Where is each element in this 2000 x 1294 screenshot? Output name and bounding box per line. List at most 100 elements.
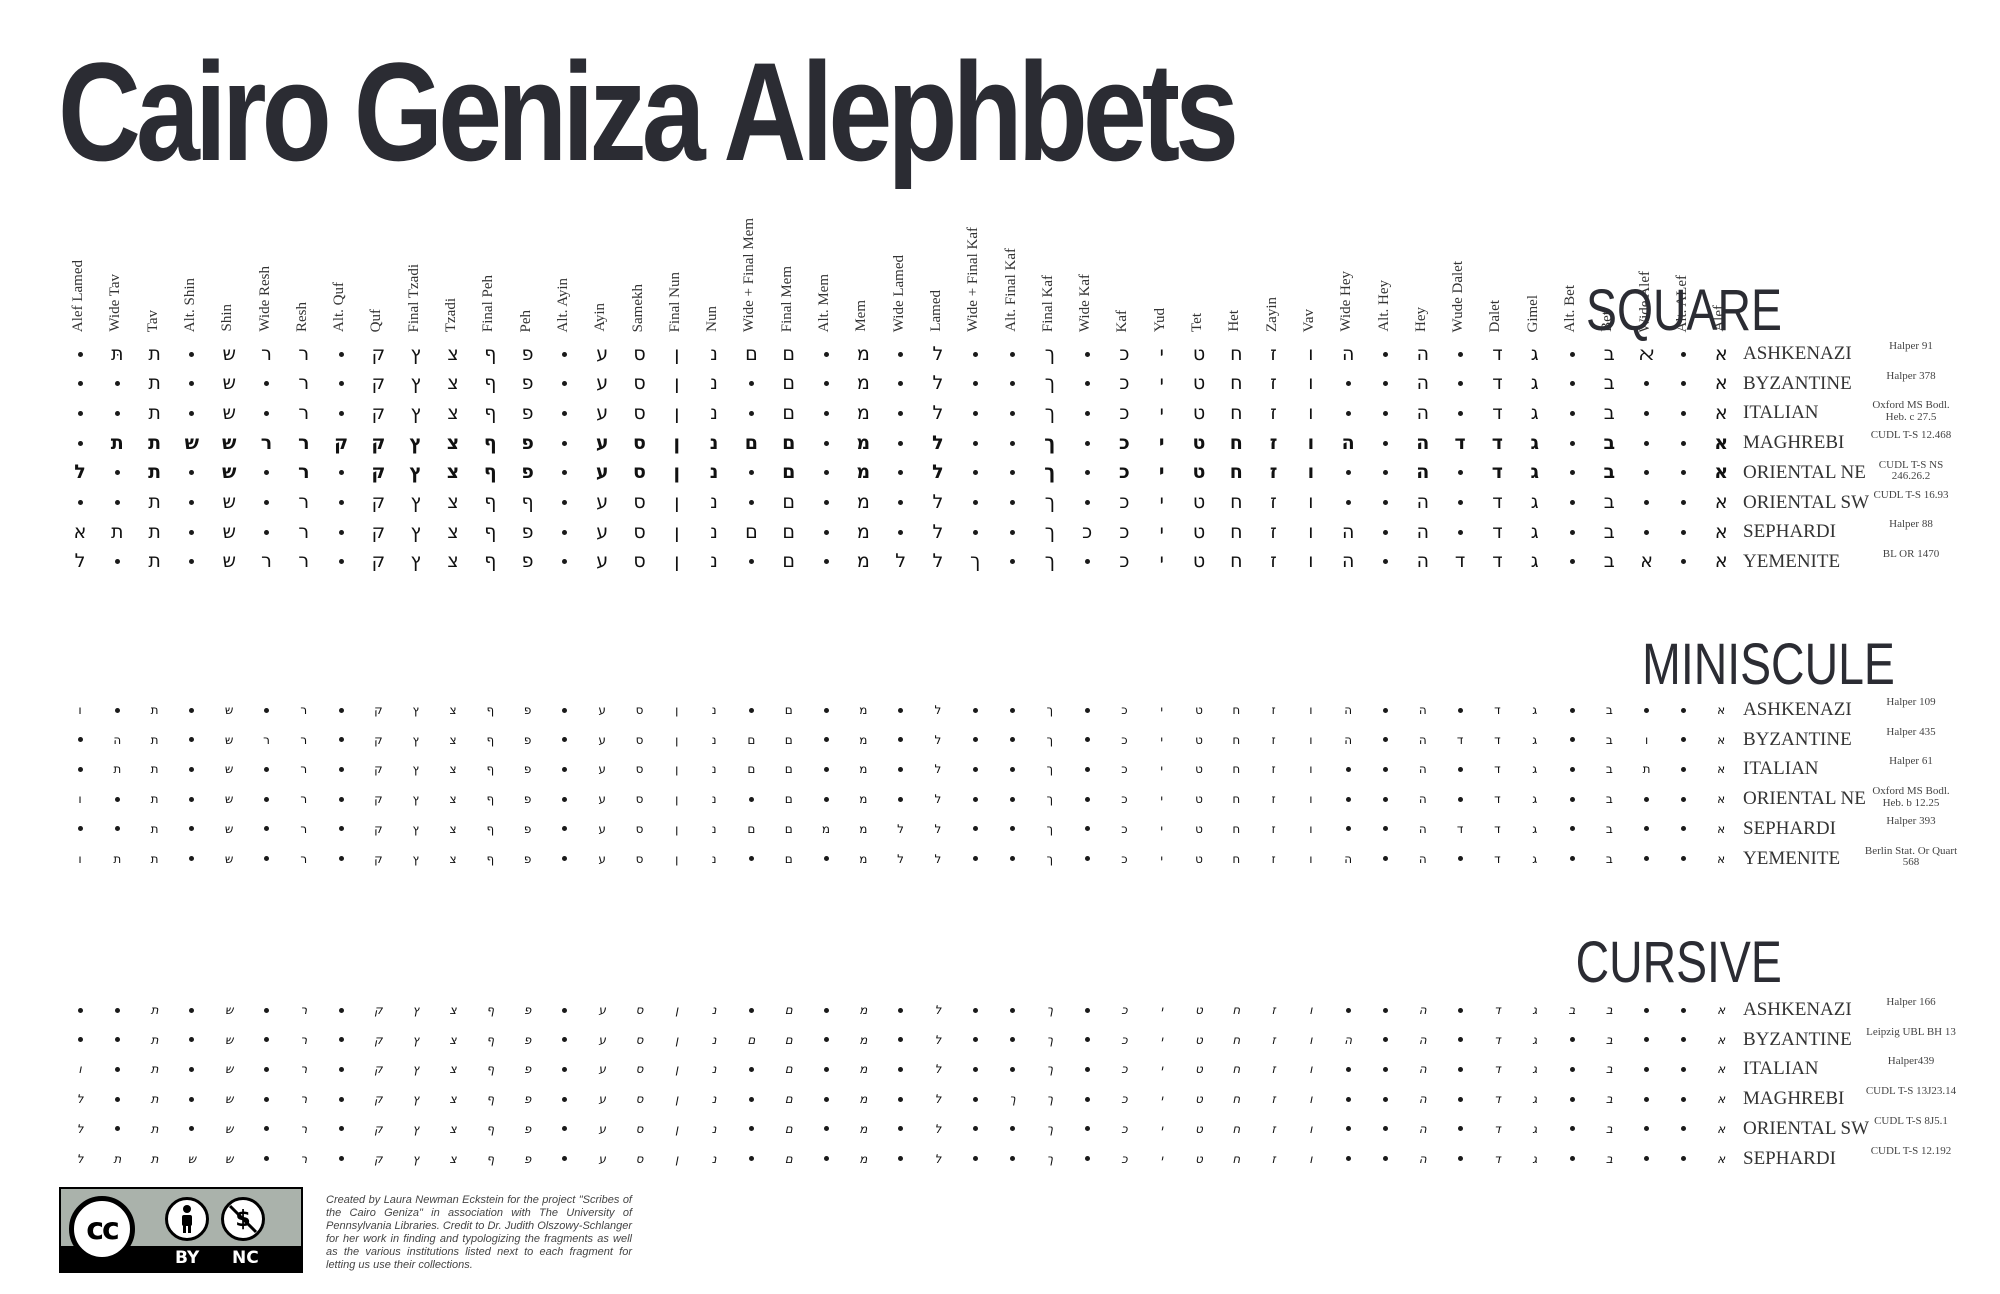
letter-glyph: ש bbox=[224, 1032, 234, 1047]
letter-glyph: ט bbox=[1192, 431, 1206, 454]
letter-glyph: מ bbox=[859, 821, 868, 836]
letter-glyph: ס bbox=[633, 401, 646, 424]
dot-marker bbox=[1010, 529, 1015, 535]
letter-glyph: ם bbox=[782, 372, 795, 395]
letter-glyph: ר bbox=[298, 372, 310, 395]
column-header: Final Peh bbox=[480, 274, 497, 332]
letter-glyph: נ bbox=[710, 491, 718, 513]
letter-glyph: פ bbox=[523, 821, 532, 836]
empty-cell-dot bbox=[1632, 460, 1662, 486]
letter-glyph: י bbox=[1159, 401, 1164, 424]
column-header: Wide Tav bbox=[107, 274, 124, 332]
dot-marker bbox=[114, 826, 120, 832]
letter-glyph: א bbox=[1714, 431, 1729, 454]
letter-glyph: ח bbox=[1232, 851, 1241, 866]
tradition-label: SEPHARDI bbox=[1743, 521, 1836, 543]
empty-cell-dot bbox=[252, 400, 282, 426]
letter-glyph: כ bbox=[1119, 491, 1130, 513]
empty-cell-dot bbox=[960, 519, 990, 545]
empty-cell-dot bbox=[736, 400, 766, 426]
letter-glyph: ת bbox=[150, 851, 159, 866]
letter-glyph: ע bbox=[598, 762, 606, 777]
empty-cell-dot bbox=[1557, 400, 1587, 426]
letter-glyph: ר bbox=[298, 342, 310, 365]
letter-glyph: ת bbox=[148, 520, 161, 543]
dot-marker bbox=[1681, 1066, 1687, 1072]
letter-glyph: ט bbox=[1192, 342, 1206, 365]
letter-glyph: ד bbox=[1494, 1092, 1501, 1107]
letter-glyph: ט bbox=[1195, 851, 1203, 866]
letter-glyph: ף bbox=[484, 372, 497, 395]
source-label: Berlin Stat. Or Quart 568 bbox=[1864, 844, 1958, 869]
letter-glyph: ץ bbox=[412, 1062, 419, 1077]
letter-glyph: ם bbox=[747, 732, 756, 747]
letter-glyph: ם bbox=[782, 342, 795, 365]
letter-glyph: ר bbox=[300, 1062, 308, 1077]
dot-marker bbox=[562, 1156, 568, 1161]
empty-cell-dot bbox=[886, 727, 916, 753]
empty-cell-dot bbox=[960, 400, 990, 426]
letter-glyph: מ bbox=[821, 821, 831, 836]
empty-cell-dot bbox=[550, 786, 580, 812]
dot-marker bbox=[1569, 1156, 1575, 1161]
empty-cell-dot bbox=[326, 549, 356, 575]
letter-glyph: ש bbox=[224, 1121, 234, 1136]
dot-marker bbox=[748, 1066, 754, 1072]
letter-glyph: צ bbox=[449, 703, 457, 717]
letter-glyph: ע bbox=[598, 1062, 606, 1077]
empty-cell-dot bbox=[960, 341, 990, 367]
letter-glyph: י bbox=[1160, 1062, 1164, 1077]
letter-glyph: ט bbox=[1192, 372, 1206, 395]
dot-marker bbox=[1569, 796, 1575, 802]
dot-marker bbox=[1457, 1037, 1463, 1043]
letter-glyph: כ bbox=[1121, 792, 1128, 807]
empty-cell-dot bbox=[960, 1086, 990, 1112]
dot-marker bbox=[562, 410, 568, 416]
dot-marker bbox=[264, 1066, 269, 1072]
empty-cell-dot bbox=[102, 1027, 132, 1053]
dot-marker bbox=[972, 766, 978, 772]
dot-marker bbox=[338, 1037, 344, 1043]
dot-marker bbox=[1457, 1126, 1463, 1132]
empty-cell-dot bbox=[998, 997, 1028, 1023]
letter-glyph: פ bbox=[521, 520, 534, 543]
empty-cell-dot bbox=[1557, 1146, 1587, 1172]
column-header: Resh bbox=[293, 302, 310, 332]
source-label: Halper 435 bbox=[1886, 725, 1936, 738]
empty-cell-dot bbox=[1557, 697, 1587, 723]
column-header: Final Nun bbox=[666, 271, 683, 332]
letter-glyph: ה bbox=[113, 732, 122, 747]
dot-marker bbox=[823, 1096, 829, 1102]
letter-glyph: ר bbox=[300, 1032, 308, 1047]
letter-glyph: נ bbox=[710, 342, 718, 365]
letter-glyph: ע bbox=[598, 821, 606, 836]
letter-glyph: ק bbox=[371, 461, 386, 484]
letter-glyph: א bbox=[1714, 550, 1728, 573]
dot-marker bbox=[1383, 826, 1388, 832]
dot-marker bbox=[1084, 559, 1090, 565]
empty-cell-dot bbox=[1632, 1116, 1662, 1142]
letter-glyph: ה bbox=[1418, 851, 1427, 866]
letter-glyph: ז bbox=[1269, 431, 1278, 454]
empty-cell-dot bbox=[65, 400, 95, 426]
letter-glyph: נ bbox=[711, 1062, 717, 1077]
tradition-label: ASHKENAZI bbox=[1743, 699, 1852, 720]
empty-cell-dot bbox=[252, 1116, 282, 1142]
dot-marker bbox=[1383, 1037, 1388, 1043]
license-badge[interactable]: cc $ BY NC bbox=[59, 1187, 303, 1273]
empty-cell-dot bbox=[1333, 1146, 1363, 1172]
dot-marker bbox=[1383, 500, 1388, 505]
letter-glyph: ר bbox=[298, 461, 310, 484]
dot-marker bbox=[189, 737, 195, 743]
dot-marker bbox=[1681, 351, 1687, 357]
letter-glyph: ב bbox=[1603, 401, 1615, 424]
letter-glyph: ד bbox=[1494, 1121, 1501, 1136]
dot-marker bbox=[114, 1126, 120, 1132]
empty-cell-dot bbox=[1557, 1027, 1587, 1053]
dot-marker bbox=[189, 500, 195, 505]
letter-glyph: ק bbox=[371, 431, 386, 454]
letter-glyph: ד bbox=[1494, 703, 1501, 717]
source-label: CUDL T-S 16.93 bbox=[1873, 488, 1949, 501]
letter-glyph: ד bbox=[1494, 1003, 1501, 1017]
column-header: Wide Lamed bbox=[890, 254, 907, 332]
